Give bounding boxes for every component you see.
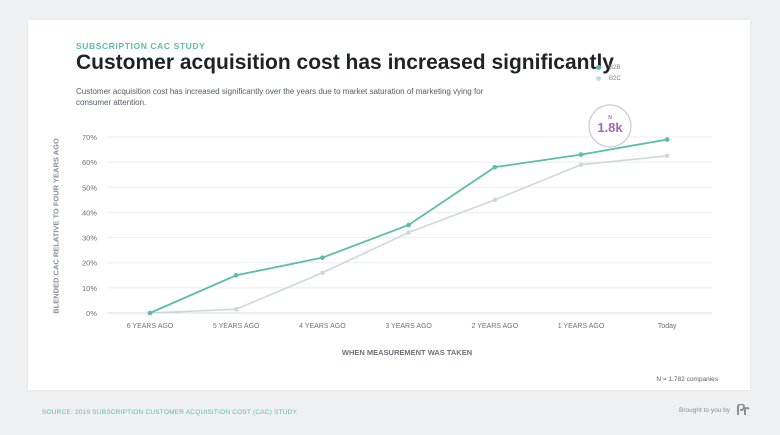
legend-b2c-marker [596, 76, 601, 81]
data-point-b2c [492, 197, 498, 203]
data-point-b2c [664, 153, 670, 159]
brought-to-you-by: Brought to you by [679, 404, 750, 416]
brand-logo-icon [737, 404, 750, 415]
data-point-b2b [406, 222, 411, 228]
x-axis-label: WHEN MEASUREMENT WAS TAKEN [341, 348, 473, 357]
legend: B2B B2C [596, 62, 621, 84]
data-point-b2c [578, 162, 584, 167]
data-point-b2b [233, 272, 239, 278]
x-tick-label: 3 YEARS AGO [385, 323, 432, 330]
y-tick-label: 20% [82, 259, 97, 268]
y-tick-label: 60% [82, 158, 97, 167]
legend-item-b2c: B2C [596, 73, 621, 84]
y-axis-label: BLENDED CAC RELATIVE TO FOUR YEARS AGO [51, 138, 61, 314]
legend-b2b-label: B2B [609, 64, 621, 71]
data-point-b2c [406, 230, 411, 235]
callout-value: 1.8k [597, 120, 623, 135]
data-point-b2b [492, 164, 498, 170]
data-point-b2b [320, 255, 325, 260]
callout-circle [588, 104, 632, 148]
y-tick-label: 30% [82, 234, 97, 243]
x-tick-label: 6 YEARS AGO [127, 323, 174, 330]
chart-title: Customer acquisition cost has increased … [76, 51, 614, 74]
data-point-b2b [578, 152, 584, 157]
y-tick-label: 10% [82, 284, 97, 293]
y-tick-label: 0% [86, 309, 97, 318]
chart-subtitle: Customer acquisition cost has increased … [76, 87, 484, 107]
y-tick-label: 40% [82, 208, 97, 217]
chart-card [28, 20, 750, 390]
brought-label: Brought to you by [679, 406, 730, 414]
data-point-b2b [664, 137, 670, 142]
callout-label: N [608, 115, 612, 121]
data-point-b2c [320, 270, 325, 276]
sample-size-note: N = 1,782 companies [656, 376, 718, 383]
study-eyebrow: SUBSCRIPTION CAC STUDY [76, 41, 206, 51]
x-tick-label: Today [658, 323, 677, 330]
legend-b2b-marker [596, 65, 601, 70]
source-note: SOURCE: 2019 SUBSCRIPTION CUSTOMER ACQUI… [42, 409, 298, 416]
x-tick-label: 5 YEARS AGO [213, 323, 260, 330]
y-tick-label: 70% [82, 133, 97, 142]
y-tick-label: 50% [82, 183, 97, 192]
data-point-b2b [147, 310, 153, 316]
legend-item-b2b: B2B [596, 62, 621, 73]
x-tick-label: 2 YEARS AGO [472, 323, 519, 330]
x-tick-label: 4 YEARS AGO [299, 323, 346, 330]
legend-b2c-label: B2C [609, 75, 621, 82]
data-point-b2c [233, 306, 239, 312]
x-tick-label: 1 YEARS AGO [558, 323, 605, 330]
